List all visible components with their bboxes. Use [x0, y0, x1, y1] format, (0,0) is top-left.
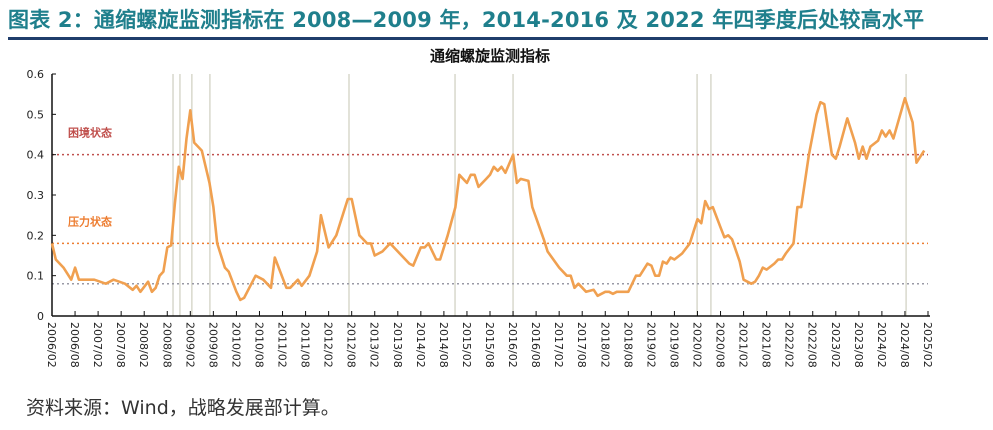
x-tick-label: 2012/02	[322, 322, 335, 368]
x-tick-label: 2011/08	[299, 322, 312, 368]
x-tick-label: 2020/02	[690, 322, 703, 368]
x-tick-label: 2006/02	[45, 322, 58, 368]
x-tick-label: 2013/02	[368, 322, 381, 368]
x-tick-label: 2017/02	[552, 322, 565, 368]
series-line	[50, 96, 926, 302]
x-tick-label: 2015/08	[483, 322, 496, 368]
x-tick-label: 2023/02	[829, 322, 842, 368]
x-tick-label: 2009/02	[183, 322, 196, 368]
x-tick-label: 2007/08	[114, 322, 127, 368]
x-tick-label: 2022/02	[783, 322, 796, 368]
source-note: 资料来源：Wind，战略发展部计算。	[26, 397, 340, 419]
x-tick-label: 2009/08	[206, 322, 219, 368]
y-tick-label: 0.6	[27, 68, 45, 81]
x-tick-label: 2023/08	[852, 322, 865, 368]
x-tick-label: 2024/08	[898, 322, 911, 368]
header-divider	[8, 37, 988, 40]
x-tick-label: 2006/08	[68, 322, 81, 368]
x-tick-label: 2014/02	[414, 322, 427, 368]
x-tick-label: 2015/02	[460, 322, 473, 368]
y-tick-label: 0	[37, 310, 44, 323]
y-tick-label: 0.3	[27, 189, 45, 202]
x-tick-label: 2013/08	[391, 322, 404, 368]
x-tick-label: 2022/08	[806, 322, 819, 368]
threshold-label: 压力状态	[68, 214, 112, 228]
x-tick-label: 2018/02	[598, 322, 611, 368]
y-tick-label: 0.5	[27, 108, 45, 121]
x-tick-label: 2008/02	[137, 322, 150, 368]
x-tick-label: 2008/08	[160, 322, 173, 368]
x-tick-label: 2012/08	[345, 322, 358, 368]
threshold-label: 困境状态	[68, 126, 112, 140]
chart-title: 通缩螺旋监测指标	[430, 47, 550, 65]
x-tick-label: 2010/08	[252, 322, 265, 368]
x-tick-label: 2021/08	[760, 322, 773, 368]
x-tick-label: 2019/02	[644, 322, 657, 368]
figure-header: 图表 2：通缩螺旋监测指标在 2008—2009 年，2014-2016 及 2…	[8, 8, 925, 32]
x-tick-label: 2025/02	[921, 322, 934, 368]
x-tick-label: 2016/08	[529, 322, 542, 368]
x-tick-label: 2016/02	[506, 322, 519, 368]
y-tick-label: 0.4	[27, 149, 45, 162]
y-tick-label: 0.2	[27, 229, 45, 242]
x-tick-label: 2021/02	[737, 322, 750, 368]
x-tick-label: 2010/02	[229, 322, 242, 368]
x-tick-label: 2014/08	[437, 322, 450, 368]
x-tick-label: 2018/08	[621, 322, 634, 368]
x-tick-label: 2024/02	[875, 322, 888, 368]
x-tick-label: 2020/08	[714, 322, 727, 368]
y-tick-label: 0.1	[27, 270, 45, 283]
x-tick-label: 2011/02	[276, 322, 289, 368]
x-tick-label: 2019/08	[667, 322, 680, 368]
x-tick-label: 2007/02	[91, 322, 104, 368]
x-tick-label: 2017/08	[575, 322, 588, 368]
